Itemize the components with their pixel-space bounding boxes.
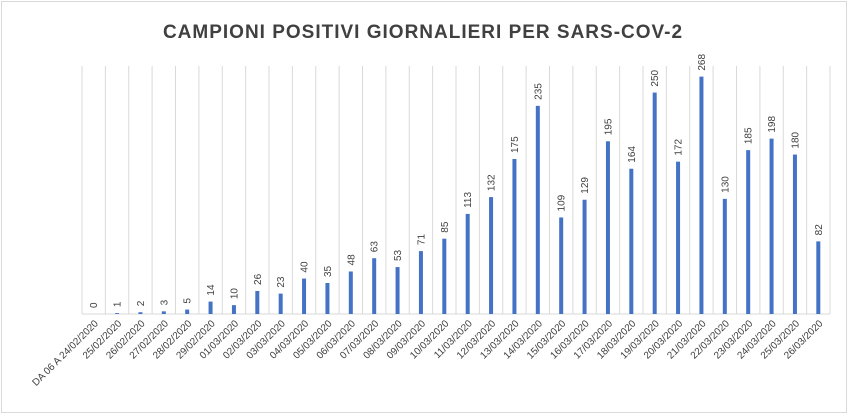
bar: [255, 290, 260, 314]
data-label: 132: [487, 174, 498, 191]
data-label: 2: [136, 300, 147, 306]
gridlines: [81, 66, 831, 314]
bar: [792, 154, 797, 314]
data-label: 109: [557, 194, 568, 211]
bar: [465, 213, 470, 314]
data-label: 175: [510, 136, 521, 153]
data-label: 48: [346, 254, 357, 266]
bar: [512, 159, 517, 314]
data-label: 130: [720, 176, 731, 193]
bars: [115, 76, 821, 314]
bar: [629, 168, 634, 314]
bar: [185, 309, 190, 314]
data-label: 195: [603, 118, 614, 135]
data-label: 53: [393, 249, 404, 261]
data-label: 268: [697, 54, 708, 71]
bar: [418, 251, 423, 314]
bar: [582, 199, 587, 314]
data-label: 71: [416, 234, 427, 246]
bar: [302, 278, 307, 314]
bar: [722, 198, 727, 314]
bar: [816, 241, 821, 314]
data-label: 26: [253, 273, 264, 285]
data-label: 198: [767, 116, 778, 133]
data-label: 235: [533, 83, 544, 100]
chart-title: CAMPIONI POSITIVI GIORNALIERI PER SARS-C…: [162, 22, 684, 43]
bar: [489, 197, 494, 314]
bar: [535, 105, 540, 314]
bar: [138, 312, 143, 314]
data-label: 23: [276, 276, 287, 288]
x-tick-labels: DA 06 A 24/02/202025/02/202026/02/202027…: [31, 318, 826, 389]
bar: [348, 271, 353, 314]
bar: [231, 305, 236, 314]
bar: [769, 138, 774, 314]
data-label: 164: [627, 146, 638, 163]
bar: [559, 217, 564, 314]
data-label: 185: [744, 127, 755, 144]
data-label: 180: [790, 131, 801, 148]
bar: [325, 283, 330, 314]
data-label: 40: [300, 261, 311, 273]
bar: [208, 301, 213, 314]
bar: [372, 258, 377, 314]
bar: [676, 161, 681, 314]
bar: [699, 76, 704, 314]
bar: [161, 311, 166, 314]
data-label: 82: [814, 224, 825, 236]
data-label: 0: [89, 302, 100, 308]
data-label: 14: [206, 284, 217, 296]
data-label: 10: [229, 288, 240, 300]
data-label: 172: [674, 139, 685, 156]
data-label: 85: [440, 221, 451, 233]
data-label: 5: [183, 298, 194, 304]
bar: [746, 150, 751, 314]
data-label: 35: [323, 265, 334, 277]
data-label: 129: [580, 177, 591, 194]
bar: [395, 267, 400, 314]
bar: [442, 238, 447, 314]
data-label: 1: [113, 301, 124, 307]
bar: [115, 313, 120, 314]
bar: [605, 141, 610, 314]
data-label: 113: [463, 192, 474, 208]
bar: [652, 92, 657, 314]
data-label: 63: [370, 241, 381, 253]
bar: [278, 293, 283, 314]
data-label: 3: [159, 299, 170, 305]
data-label: 250: [650, 69, 661, 86]
